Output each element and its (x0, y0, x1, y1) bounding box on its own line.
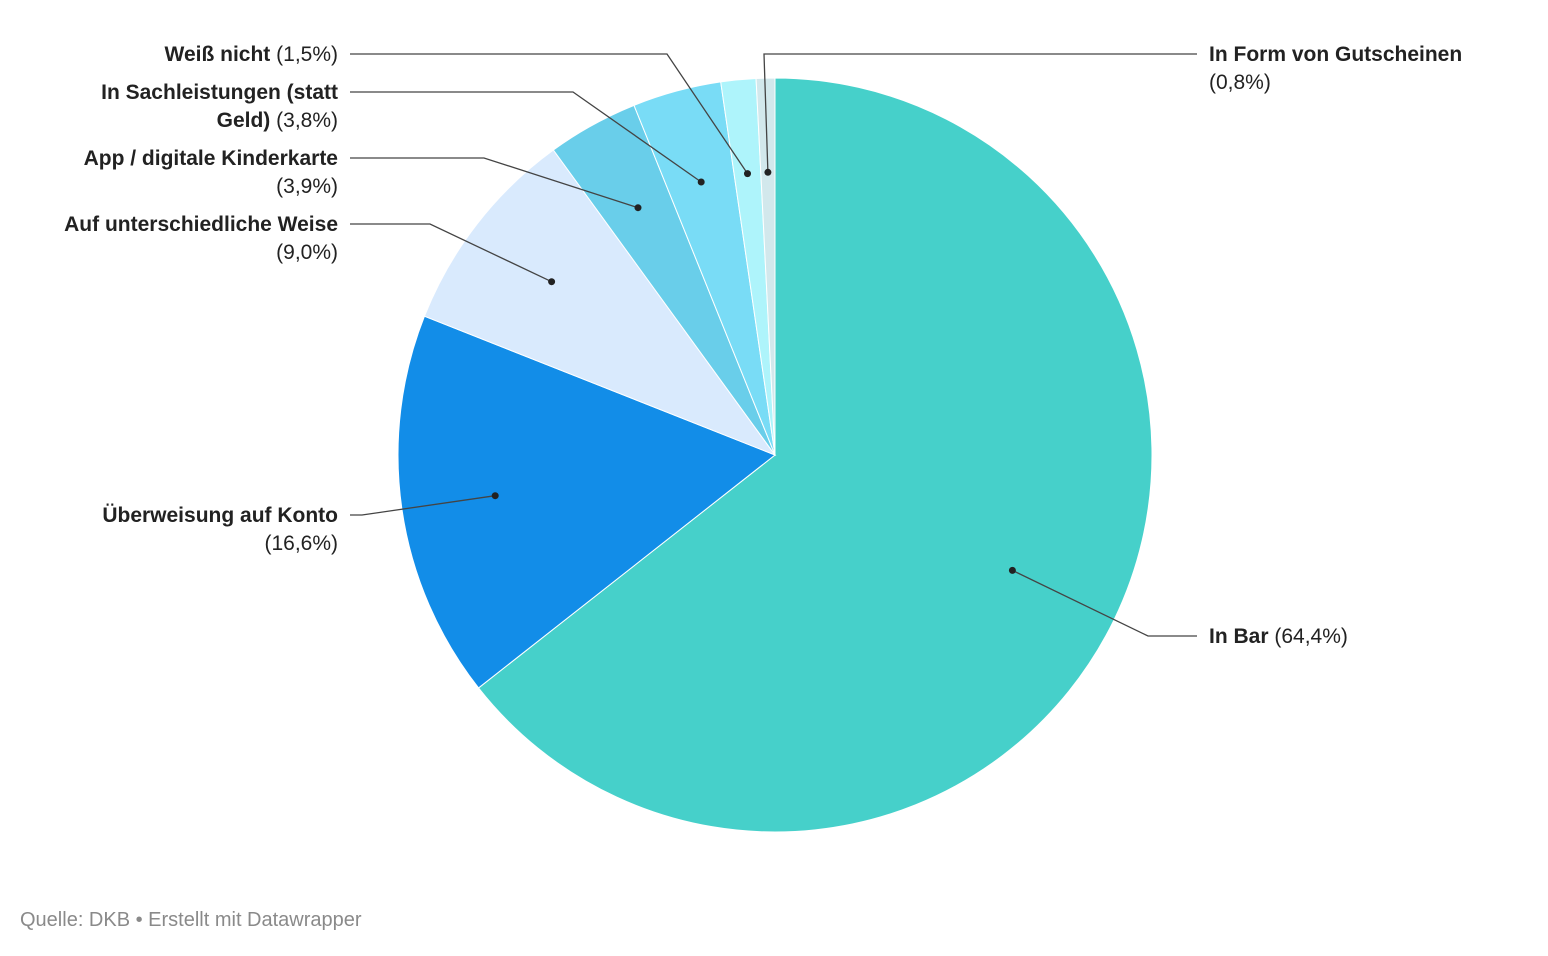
slice-name: App / digitale Kinderkarte (84, 147, 338, 170)
leader-dot (764, 168, 772, 176)
slice-value: (3,9%) (276, 175, 338, 198)
slice-label: Auf unterschiedliche Weise (64, 213, 338, 236)
leader-line (350, 223, 552, 283)
slice-value: (9,0%) (276, 241, 338, 264)
slice-name: In Form von Gutscheinen (1209, 43, 1462, 66)
slice-value: (0,8%) (1209, 71, 1271, 94)
leader-dot (744, 170, 751, 178)
slice-label: Weiß nicht (1,5%) (165, 43, 338, 66)
leader-line (763, 53, 1197, 173)
leader-dot (491, 492, 499, 500)
slice-label: App / digitale Kinderkarte (84, 147, 338, 170)
slice-value: (16,6%) (264, 532, 338, 555)
slice-label: In Sachleistungen (statt (101, 81, 338, 104)
leader-dot (548, 278, 556, 286)
slice-name: Geld) (217, 109, 277, 132)
slice-value: (1,5%) (276, 43, 338, 66)
slice-name: Weiß nicht (165, 43, 277, 66)
leader-line (1012, 569, 1197, 637)
leader-dot (634, 204, 642, 212)
leader-line (350, 157, 639, 209)
slice-label: (9,0%) (276, 241, 338, 264)
leader-line (350, 91, 702, 183)
pie-labels: In Bar (64,4%) Überweisung auf Konto (16,6… (64, 43, 1462, 648)
slice-name: Auf unterschiedliche Weise (64, 213, 338, 236)
slice-label: Überweisung auf Konto (102, 504, 338, 527)
pie-chart: In Bar (64,4%) Überweisung auf Konto (16,6… (64, 43, 1462, 833)
slice-label: (0,8%) (1209, 71, 1271, 94)
leader-line (350, 495, 496, 516)
leader-dot (697, 178, 705, 186)
slice-label: In Form von Gutscheinen (1209, 43, 1462, 66)
slice-label: (3,9%) (276, 175, 338, 198)
slice-name: In Sachleistungen (statt (101, 81, 338, 104)
slice-name: In Bar (1209, 625, 1274, 648)
leader-line (350, 53, 749, 174)
slice-value: (64,4%) (1274, 625, 1348, 648)
slice-label: In Bar (64,4%) (1209, 625, 1348, 648)
slice-label: (16,6%) (264, 532, 338, 555)
pie-slices (397, 77, 1153, 833)
leader-dot (1008, 566, 1016, 574)
source-note: Quelle: DKB • Erstellt mit Datawrapper (20, 909, 362, 931)
pie-slice (423, 149, 777, 457)
slice-value: (3,8%) (276, 109, 338, 132)
slice-label: Geld) (3,8%) (217, 109, 338, 132)
slice-name: Überweisung auf Konto (102, 504, 338, 527)
